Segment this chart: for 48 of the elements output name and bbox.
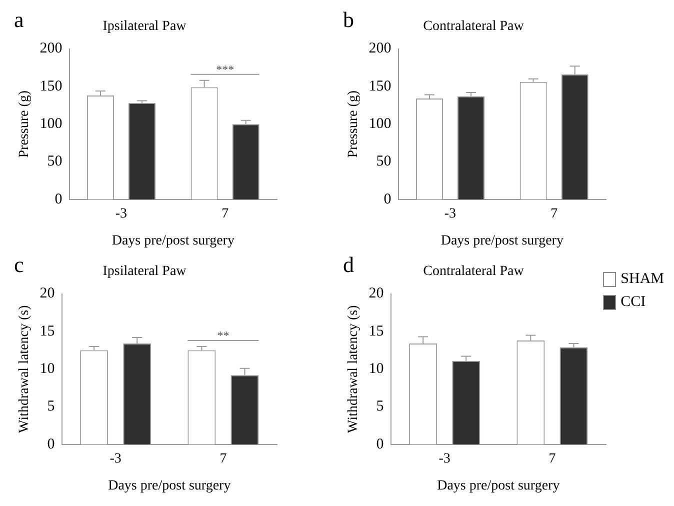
text: SHAM [620, 271, 664, 288]
y-tick-label: 20 [368, 286, 384, 302]
y-tick-label: 0 [376, 436, 384, 452]
x-axis-title: Days pre/post surgery [112, 233, 234, 248]
y-tick-label: 100 [368, 116, 392, 132]
y-tick-label: 150 [368, 78, 392, 94]
chart-title: Ipsilateral Paw [102, 19, 188, 34]
y-tick-label: 20 [40, 286, 55, 302]
y-axis-title: Pressure (g) [346, 90, 362, 158]
y-axis-title: Withdrawal latency (s) [346, 304, 362, 433]
y-tick-label: 10 [40, 361, 55, 378]
y-tick-label: 0 [384, 191, 392, 208]
y-tick-label: 50 [376, 154, 392, 170]
y-tick-label: 5 [376, 398, 384, 415]
x-axis-title: Days pre/post surgery [108, 478, 231, 494]
x-tick-label: 7 [220, 451, 227, 466]
text: d [343, 252, 354, 277]
legend-label: CCI [620, 294, 646, 311]
y-axis-title: Withdrawal latency (s) [17, 304, 32, 433]
y-tick-label: 200 [40, 40, 62, 57]
y-tick-label: 15 [40, 323, 55, 340]
y-tick-label: 100 [40, 116, 62, 132]
annotation: ** [217, 328, 230, 343]
text: a [14, 6, 24, 32]
x-tick-label: 7 [550, 206, 558, 222]
y-tick-label: 5 [47, 398, 55, 415]
x-tick-label: -3 [438, 451, 450, 466]
x-tick-label: -3 [110, 451, 122, 466]
x-tick-label: -3 [115, 206, 128, 222]
x-tick-label: -3 [444, 206, 456, 222]
x-axis-title: Days pre/post surgery [440, 233, 564, 248]
x-tick-label: 7 [222, 206, 229, 222]
y-tick-label: 200 [368, 40, 392, 57]
text: c [14, 252, 24, 277]
text: b [343, 6, 354, 32]
y-axis-title: Pressure (g) [17, 90, 32, 158]
chart-title: Ipsilateral Paw [102, 264, 188, 280]
x-axis-title: Days pre/post surgery [437, 478, 560, 494]
chart-title: Contralateral Paw [423, 264, 525, 280]
y-tick-label: 15 [368, 323, 384, 340]
x-tick-label: 7 [548, 451, 556, 466]
y-tick-label: 50 [47, 154, 62, 170]
y-tick-label: 0 [54, 191, 62, 208]
y-tick-label: 0 [47, 436, 55, 452]
chart-title: Contralateral Paw [423, 19, 525, 34]
annotation: *** [216, 62, 234, 77]
y-tick-label: 10 [368, 361, 384, 378]
y-tick-label: 150 [40, 78, 62, 94]
